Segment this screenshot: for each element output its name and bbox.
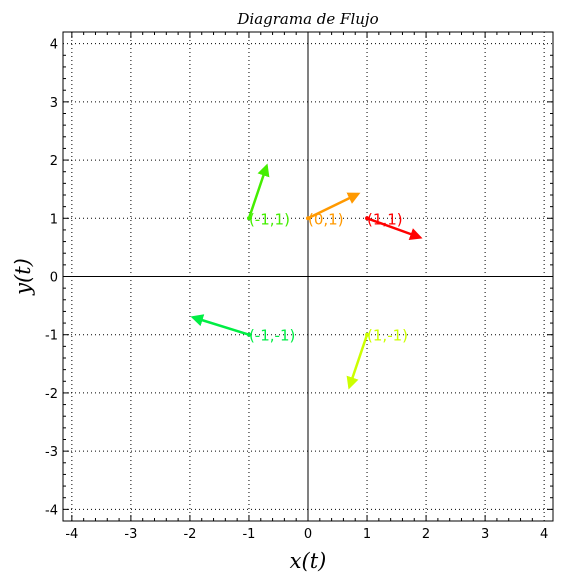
flow-arrow: [366, 217, 423, 240]
y-tick-label: 4: [50, 38, 58, 53]
x-tick-label: 0: [304, 527, 312, 542]
x-tick-label: -3: [124, 527, 137, 542]
flow-arrow: [307, 192, 361, 220]
y-tick-label: -1: [45, 329, 58, 344]
point-label: (1,1): [367, 210, 403, 228]
flow-arrow: [247, 163, 270, 219]
flow-point: [246, 332, 251, 337]
point-label: (-1,-1): [249, 327, 295, 345]
y-tick-label: 1: [50, 212, 58, 227]
y-tick-label: -4: [45, 503, 58, 518]
y-tick-label: 3: [50, 96, 58, 111]
y-tick-labels: -4 -3 -2 -1 0 1 2 3 4: [45, 38, 58, 519]
x-tick-label: 4: [540, 527, 548, 542]
y-tick-label: -3: [45, 445, 58, 460]
x-tick-label: 1: [363, 527, 371, 542]
y-tick-label: 2: [50, 154, 58, 169]
flow-point: [365, 332, 370, 337]
x-tick-label: 3: [481, 527, 489, 542]
x-tick-labels: -4 -3 -2 -1 0 1 2 3 4: [65, 527, 548, 542]
flow-point: [365, 216, 370, 221]
tick-marks: [63, 32, 553, 521]
flow-arrow: [346, 334, 369, 390]
point-label: (0,1): [308, 210, 344, 228]
flow-point: [246, 216, 251, 221]
x-axis-label: x(t): [290, 549, 327, 573]
x-tick-label: -1: [242, 527, 255, 542]
y-axis-label: y(t): [11, 258, 35, 296]
flow-arrow: [190, 314, 250, 336]
y-tick-label: 0: [50, 271, 58, 286]
flow-point: [306, 216, 310, 221]
x-tick-label: -2: [183, 527, 196, 542]
zero-axes: [63, 32, 553, 521]
data-marks: (-1,1) (0,1) (1,1) (-1,-1) (1,-1): [190, 163, 423, 390]
point-label: (1,-1): [367, 327, 408, 345]
chart-title: Diagrama de Flujo: [236, 10, 378, 28]
point-label: (-1,1): [249, 210, 290, 228]
y-tick-label: -2: [45, 387, 58, 402]
x-tick-label: -4: [65, 527, 78, 542]
x-tick-label: 2: [422, 527, 430, 542]
